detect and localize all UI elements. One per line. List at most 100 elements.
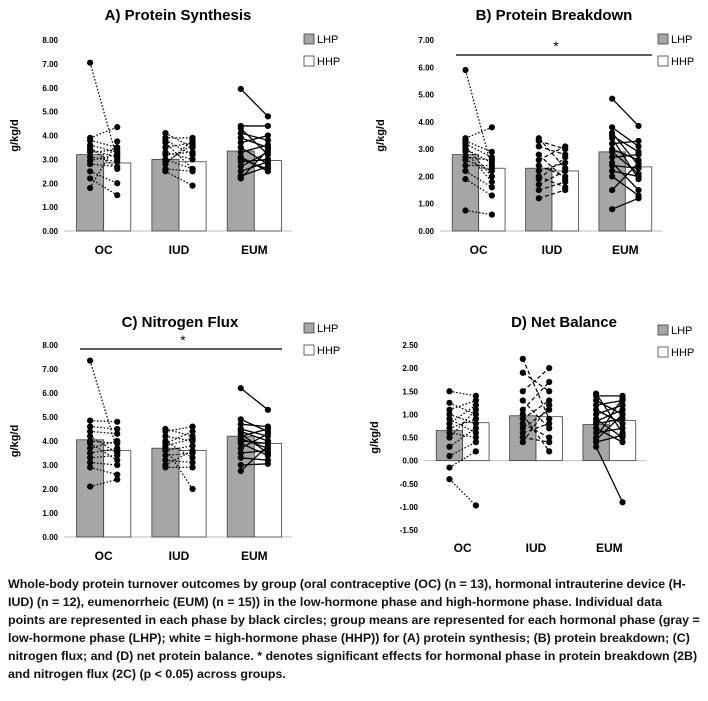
subject-line — [89, 154, 118, 162]
point-hhp — [635, 165, 642, 172]
subject-line — [449, 390, 476, 397]
point-lhp — [519, 406, 526, 413]
subject-line — [595, 418, 623, 439]
subject-line — [612, 153, 639, 158]
point-lhp — [519, 434, 526, 441]
point-lhp — [446, 411, 453, 418]
subject-line — [165, 139, 193, 165]
bar-lhp-eum — [226, 150, 255, 232]
point-lhp — [87, 175, 94, 182]
point-hhp — [114, 452, 121, 459]
subject-line — [165, 426, 193, 432]
subject-line — [90, 156, 118, 163]
point-hhp — [619, 411, 626, 418]
chart-panel-a: A) Protein Synthesis g/kg/d 0.00 1.00 2.00 3.… — [0, 0, 354, 265]
subject-line — [465, 148, 493, 164]
point-hhp — [264, 165, 271, 173]
point-lhp — [237, 163, 244, 170]
point-hhp — [472, 448, 479, 455]
y-tick-label: 2.00 — [42, 179, 58, 188]
point-lhp — [593, 397, 600, 404]
point-hhp — [264, 460, 271, 467]
point-hhp — [189, 428, 196, 435]
point-lhp — [462, 66, 469, 74]
point-lhp — [87, 459, 94, 466]
subject-line — [89, 139, 118, 149]
subject-line — [522, 436, 550, 443]
point-lhp — [535, 167, 542, 175]
point-lhp — [237, 385, 244, 392]
point-lhp — [593, 392, 600, 399]
y-axis-label: g/kg/d — [369, 421, 381, 453]
point-lhp — [162, 447, 169, 454]
subject-line — [240, 437, 269, 449]
subject-line — [240, 445, 269, 472]
point-lhp — [237, 156, 244, 163]
category-label: OC — [454, 541, 472, 555]
subject-line — [595, 413, 623, 441]
point-lhp — [237, 449, 244, 457]
y-tick-label: 7.00 — [42, 365, 58, 374]
point-lhp — [162, 151, 169, 158]
point-hhp — [189, 447, 196, 454]
point-lhp — [162, 457, 169, 464]
point-hhp — [114, 138, 121, 145]
subject-line — [240, 144, 269, 153]
y-tick-label: 0.00 — [418, 227, 434, 236]
point-hhp — [189, 156, 196, 163]
subject-line — [465, 209, 492, 216]
subject-line — [611, 134, 639, 153]
y-tick-label: 4.00 — [42, 132, 58, 141]
y-tick-label: 0.00 — [42, 227, 58, 236]
point-lhp — [446, 420, 453, 427]
point-lhp — [519, 355, 526, 362]
subject-line — [611, 197, 639, 210]
point-hhp — [114, 457, 121, 464]
legend-label-lhp: LHP — [317, 34, 338, 46]
subject-line — [165, 435, 193, 442]
point-hhp — [546, 415, 553, 423]
subject-line — [449, 413, 477, 425]
point-lhp — [87, 161, 94, 168]
point-lhp — [237, 416, 244, 423]
point-hhp — [562, 186, 569, 194]
point-hhp — [546, 388, 553, 395]
category-label: IUD — [169, 549, 190, 563]
point-lhp — [87, 454, 94, 461]
subject-line — [611, 126, 639, 147]
point-hhp — [189, 454, 196, 461]
legend-label-lhp: LHP — [671, 34, 692, 46]
y-tick-label: 1.00 — [42, 509, 58, 518]
subject-line — [595, 434, 623, 443]
point-lhp — [446, 476, 453, 483]
y-tick-label: 3.00 — [42, 461, 58, 470]
subject-line — [522, 372, 550, 392]
subject-line — [596, 399, 623, 406]
subject-line — [165, 151, 193, 160]
point-lhp — [535, 156, 542, 164]
point-lhp — [87, 137, 94, 144]
legend-swatch-lhp — [303, 33, 315, 45]
point-hhp — [488, 167, 495, 175]
legend-label-hhp: HHP — [671, 56, 694, 68]
point-lhp — [87, 449, 94, 457]
point-lhp — [237, 175, 244, 182]
point-hhp — [635, 195, 642, 202]
subject-line — [522, 400, 550, 420]
point-lhp — [535, 143, 542, 150]
point-lhp — [609, 173, 616, 180]
point-lhp — [519, 369, 526, 376]
point-lhp — [87, 149, 94, 156]
significance-star: * — [553, 38, 559, 54]
point-lhp — [609, 162, 616, 169]
point-lhp — [87, 417, 94, 424]
point-lhp — [609, 124, 616, 131]
subject-line — [522, 367, 550, 392]
point-hhp — [114, 418, 121, 425]
point-hhp — [114, 163, 121, 170]
point-lhp — [609, 186, 616, 194]
y-tick-label: 3.00 — [42, 155, 58, 164]
point-lhp — [162, 442, 169, 449]
point-hhp — [264, 406, 271, 413]
point-lhp — [162, 130, 169, 137]
